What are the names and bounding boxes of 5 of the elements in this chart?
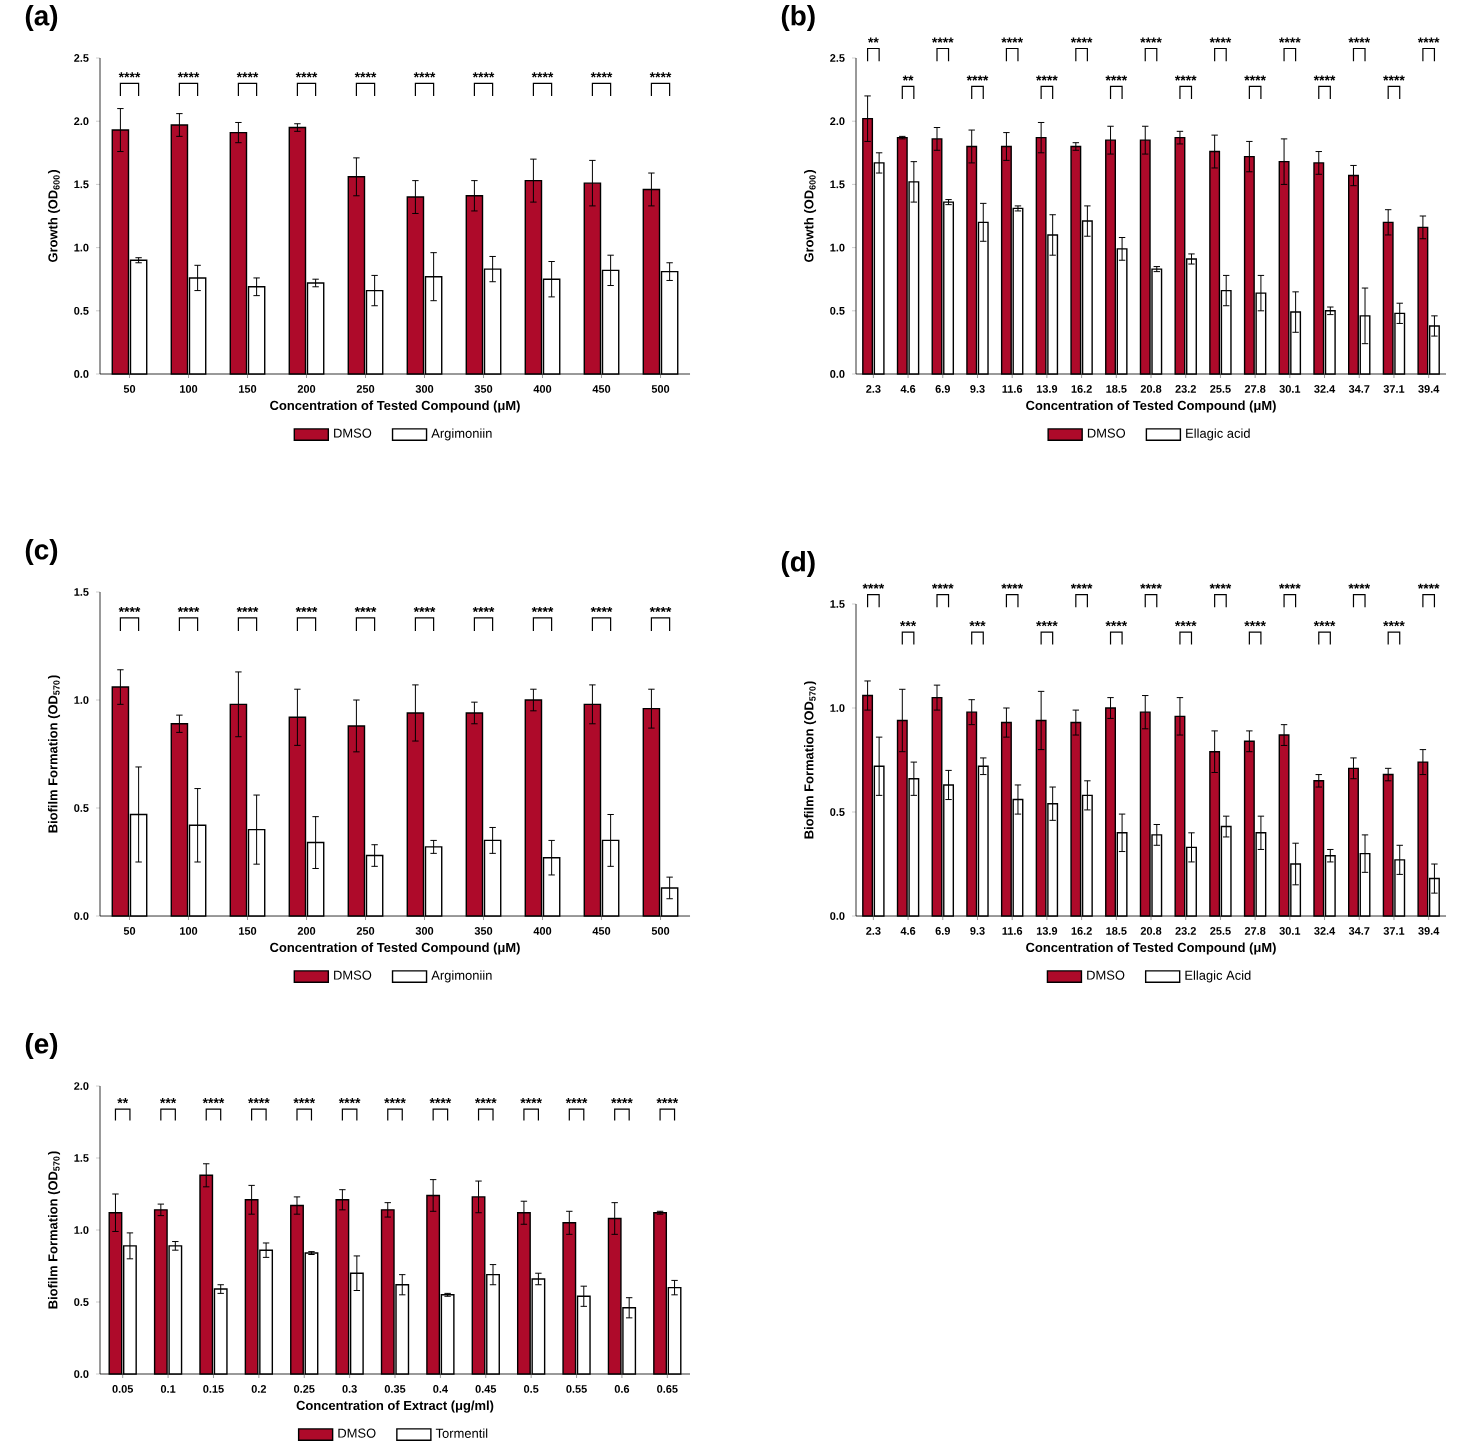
chart-title: (a) <box>25 5 58 32</box>
chart-title: (c) <box>25 539 58 566</box>
chart-title: (b) <box>781 5 815 32</box>
chart-title: (d) <box>781 551 815 578</box>
chart-title: (e) <box>25 1033 58 1060</box>
